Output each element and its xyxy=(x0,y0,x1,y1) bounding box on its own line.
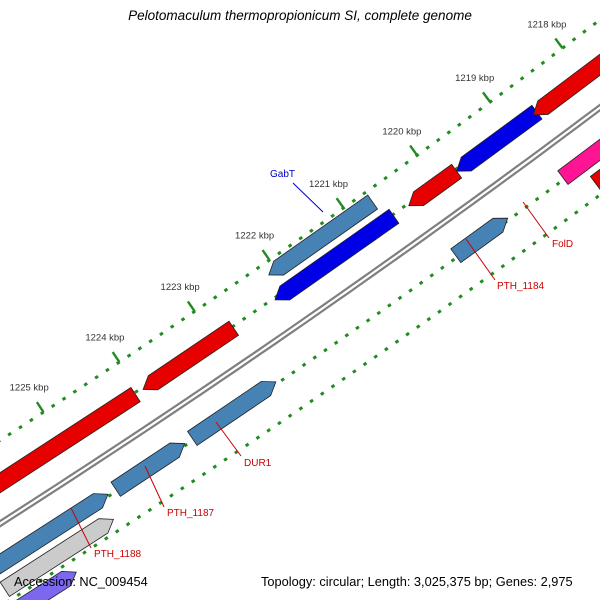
gene-arrow-grey-inner[interactable] xyxy=(0,512,118,597)
gene-arrow-red-outer-d[interactable] xyxy=(528,39,600,122)
status-bar: Accession: NC_009454 Topology: circular;… xyxy=(0,572,600,596)
major-tick xyxy=(35,401,45,413)
gene-label-line xyxy=(215,421,242,457)
accession-text: Accession: NC_009454 xyxy=(14,574,148,589)
gene-arrow-pink-inner[interactable] xyxy=(557,83,600,185)
tick-dot-ring xyxy=(0,150,600,569)
gene-label-PTH_1188[interactable]: PTH_1188 xyxy=(94,549,142,560)
ruler-tick-label: 1223 kbp xyxy=(161,282,200,293)
gene-label-line xyxy=(522,201,550,239)
gene-arrow-red-outer-c[interactable] xyxy=(404,163,463,212)
major-tick xyxy=(186,300,196,313)
gene-arrow-pth1187[interactable] xyxy=(110,436,189,497)
gene-label-FolD[interactable]: FolD xyxy=(552,239,573,250)
gene-label-PTH_1187[interactable]: PTH_1187 xyxy=(167,508,215,519)
major-tick xyxy=(111,351,121,363)
gene-label-line xyxy=(465,238,496,281)
ruler-tick-label: 1221 kbp xyxy=(309,179,348,190)
backbone-line xyxy=(0,108,600,528)
gene-arrow-pth1188[interactable] xyxy=(0,487,113,575)
gene-label-line xyxy=(144,465,165,508)
gene-label-GabT[interactable]: GabT xyxy=(270,169,295,180)
genome-backbone xyxy=(0,103,600,528)
ruler-tick-label: 1218 kbp xyxy=(527,19,566,30)
major-tick xyxy=(554,37,564,49)
gene-label-DUR1[interactable]: DUR1 xyxy=(244,458,272,469)
major-tick xyxy=(335,197,345,209)
ruler-tick-label: 1220 kbp xyxy=(382,126,421,137)
gene-arrow-fold[interactable] xyxy=(452,104,543,178)
major-tick xyxy=(409,144,419,157)
gene-arrow-red-outer-a[interactable] xyxy=(0,386,141,516)
ruler-tick-label: 1224 kbp xyxy=(85,333,124,344)
ruler-tick-label: 1222 kbp xyxy=(235,231,274,242)
major-tick xyxy=(482,91,492,103)
gene-arrow-dur1[interactable] xyxy=(186,375,281,446)
gene-arrow-gabt[interactable] xyxy=(270,208,400,307)
topology-summary-text: Topology: circular; Length: 3,025,375 bp… xyxy=(261,574,573,589)
gene-label-line xyxy=(292,182,324,213)
gene-arrow-red-outer-b[interactable] xyxy=(138,320,240,396)
gene-label-line xyxy=(70,507,92,549)
gene-arrow-purple-inner[interactable] xyxy=(4,565,80,600)
tick-dot-ring xyxy=(7,193,600,600)
backbone-line xyxy=(0,103,600,523)
gene-arrow-red-inner-sliver[interactable] xyxy=(589,119,600,191)
genome-title: Pelotomaculum thermopropionicum SI, comp… xyxy=(128,8,472,23)
major-tick xyxy=(261,249,271,261)
ruler-tick-label: 1225 kbp xyxy=(10,382,49,393)
gene-arrows xyxy=(0,39,600,600)
ruler-tick-label: 1219 kbp xyxy=(455,73,494,84)
gene-callouts: GabT FolD PTH_1184 DUR1 PTH_1187 PTH_1188 xyxy=(70,169,573,560)
gene-arrow-pth1184[interactable] xyxy=(450,211,513,264)
gene-arrow-steel-outer[interactable] xyxy=(264,194,379,282)
ruler-ticks: 1218 kbp 1219 kbp 1220 kbp 1221 kbp 1222 kbp… xyxy=(10,19,566,413)
gene-label-PTH_1184[interactable]: PTH_1184 xyxy=(497,281,545,292)
